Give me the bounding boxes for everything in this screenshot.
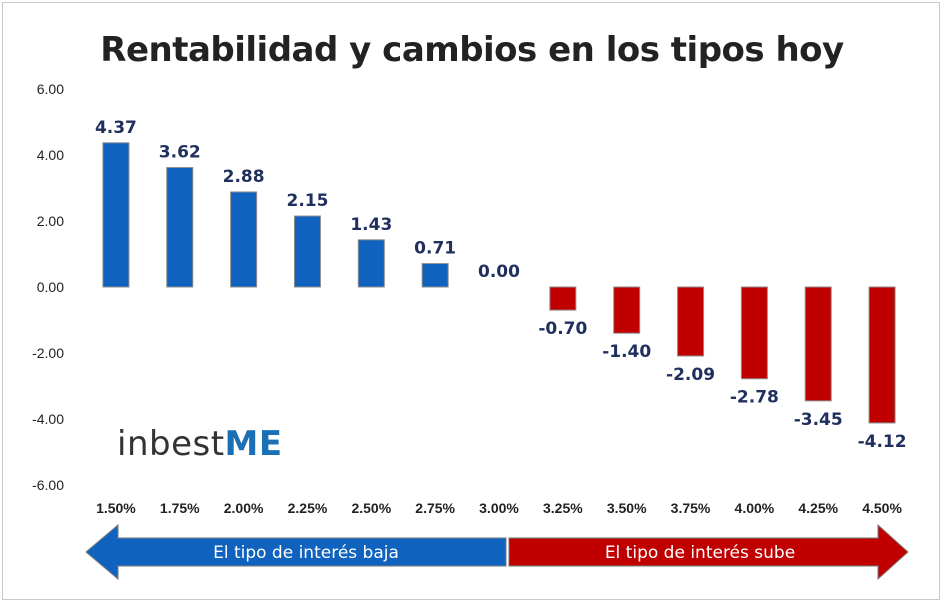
arrow-right-shape [508,523,909,581]
y-tick-label: 6.00 [37,81,64,97]
data-label: -4.12 [858,432,907,452]
x-tick-label: 3.50% [607,500,647,516]
x-tick-label: 1.50% [96,500,136,516]
data-label: 3.62 [159,143,201,163]
x-tick-label: 2.25% [288,500,328,516]
data-label: 4.37 [95,118,137,138]
y-tick-label: -4.00 [32,411,64,427]
bar [740,286,768,380]
y-tick-label: -2.00 [32,345,64,361]
direction-arrows: El tipo de interés baja El tipo de inter… [85,523,909,581]
y-tick-label: 4.00 [37,147,64,163]
bar [804,286,832,402]
x-axis: 1.50% 1.75% 2.00% 2.25% 2.50% 2.75% 3.00% 3.25%… [96,500,902,516]
x-tick-label: 3.00% [479,500,519,516]
x-tick-label: 2.00% [224,500,264,516]
x-tick-label: 4.25% [798,500,838,516]
data-labels: 4.37 3.62 2.88 2.15 1.43 0.71 0.00 -0.70 -1.40 -2… [95,118,907,452]
data-label: 0.71 [414,239,456,259]
arrow-left-shape [85,523,507,581]
x-tick-label: 2.50% [351,500,391,516]
bar [613,286,641,334]
y-tick-label: -6.00 [32,477,64,493]
x-tick-label: 3.75% [671,500,711,516]
arrow-left-label: El tipo de interés baja [213,543,399,563]
x-tick-label: 1.75% [160,500,200,516]
y-axis: 6.00 4.00 2.00 0.00 -2.00 -4.00 -6.00 [32,81,64,493]
bar [102,142,130,288]
data-label: -0.70 [538,319,587,339]
data-label: 1.43 [350,215,392,235]
bar [549,286,577,311]
logo-accent: ME [224,424,283,464]
data-label: -2.78 [730,388,779,408]
y-tick-label: 2.00 [37,213,64,229]
bar [677,286,705,357]
bar [293,215,321,288]
data-label: -1.40 [602,342,651,362]
inbestme-logo: inbestME [117,424,283,464]
bars [102,142,896,424]
bar [357,239,385,288]
bar [166,167,194,288]
y-tick-label: 0.00 [37,279,64,295]
data-label: 2.88 [223,167,265,187]
x-tick-label: 2.75% [415,500,455,516]
x-tick-label: 3.25% [543,500,583,516]
x-tick-label: 4.00% [735,500,775,516]
logo-text: inbest [117,424,225,464]
data-label: 2.15 [286,191,328,211]
bar [421,263,449,288]
x-tick-label: 4.50% [862,500,902,516]
data-label: 0.00 [478,262,520,282]
data-label: -3.45 [794,410,843,430]
arrow-right-label: El tipo de interés sube [605,543,795,563]
data-label: -2.09 [666,365,715,385]
chart-title: Rentabilidad y cambios en los tipos hoy [100,30,844,70]
bar [868,286,896,424]
bar [230,191,258,288]
